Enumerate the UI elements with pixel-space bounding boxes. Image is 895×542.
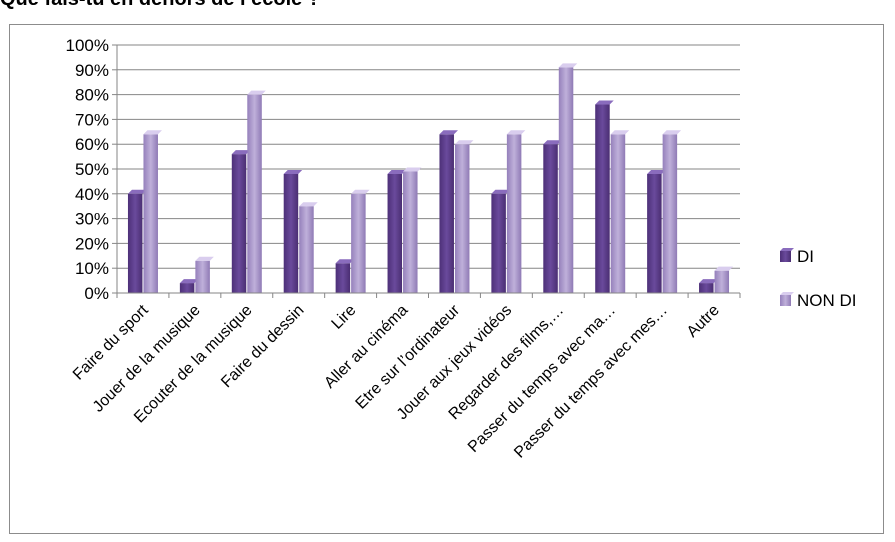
- legend-label-non-di: NON DI: [797, 291, 857, 310]
- bar-non-di: [351, 194, 366, 293]
- legend-swatch-non-di: [780, 295, 791, 306]
- y-tick-label: 70%: [75, 110, 109, 129]
- bar-top-face: [595, 101, 614, 105]
- legend-swatch-di: [780, 251, 791, 262]
- bar-non-di: [559, 67, 574, 293]
- y-tick-label: 10%: [75, 259, 109, 278]
- y-tick-label: 80%: [75, 86, 109, 105]
- bar-di: [491, 194, 506, 293]
- bar-top-face: [439, 130, 458, 134]
- bar-di: [336, 263, 351, 293]
- y-tick-label: 40%: [75, 185, 109, 204]
- bar-di: [128, 194, 143, 293]
- gridlines: [117, 45, 740, 268]
- bar-non-di: [143, 134, 158, 293]
- bar-non-di: [195, 261, 210, 293]
- bar-top-face: [715, 267, 734, 271]
- bar-non-di: [663, 134, 678, 293]
- bar-di: [543, 144, 558, 293]
- legend-label-di: DI: [797, 247, 814, 266]
- bar-di: [180, 283, 195, 293]
- bar-di: [232, 154, 247, 293]
- bar-di: [699, 283, 714, 293]
- bar-di: [388, 174, 403, 293]
- bar-top-face: [284, 170, 303, 174]
- bar-non-di: [455, 144, 470, 293]
- bar-non-di: [611, 134, 626, 293]
- x-category-label: Autre: [684, 302, 723, 341]
- bar-top-face: [247, 91, 265, 95]
- bar-di: [595, 105, 610, 293]
- bar-top-face: [195, 257, 214, 261]
- y-tick-label: 100%: [66, 36, 109, 55]
- bar-non-di: [247, 95, 262, 293]
- bar-top-face: [559, 63, 578, 67]
- legend: DI NON DI: [780, 247, 857, 310]
- legend-swatch-top: [780, 292, 794, 295]
- bar-di: [439, 134, 454, 293]
- bar-non-di: [507, 134, 522, 293]
- bar-top-face: [143, 130, 162, 134]
- bar-top-face: [351, 190, 370, 194]
- bar-top-face: [299, 202, 318, 206]
- y-tick-label: 90%: [75, 61, 109, 80]
- bar-top-face: [455, 140, 474, 144]
- y-tick-label: 50%: [75, 160, 109, 179]
- y-tick-label: 0%: [84, 284, 109, 303]
- x-category-label: Lire: [329, 302, 360, 333]
- bars: [128, 63, 733, 293]
- bar-non-di: [299, 206, 314, 293]
- bar-top-face: [611, 130, 630, 134]
- bar-di: [647, 174, 662, 293]
- legend-swatch-top: [780, 248, 794, 251]
- bar-top-face: [507, 130, 526, 134]
- y-tick-label: 30%: [75, 210, 109, 229]
- bar-di: [284, 174, 299, 293]
- y-tick-label: 60%: [75, 135, 109, 154]
- bar-top-face: [663, 130, 682, 134]
- bar-top-face: [403, 167, 422, 171]
- bar-non-di: [715, 271, 730, 293]
- y-tick-label: 20%: [75, 234, 109, 253]
- y-axis-ticks: 0% 10% 20% 30% 40% 50% 60% 70% 80% 90% 100%: [66, 36, 117, 303]
- bar-non-di: [403, 171, 418, 293]
